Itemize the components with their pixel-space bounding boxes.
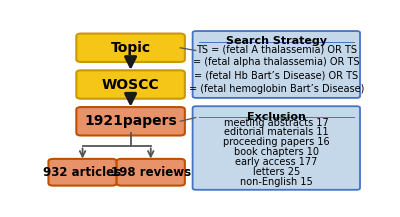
Text: Exclusion: Exclusion: [247, 112, 306, 122]
Text: = (fetal hemoglobin Bart’s Disease): = (fetal hemoglobin Bart’s Disease): [189, 84, 364, 94]
Text: early access 177: early access 177: [235, 157, 318, 167]
Text: Topic: Topic: [110, 41, 151, 55]
FancyBboxPatch shape: [117, 159, 185, 186]
Text: meeting abstracts 17: meeting abstracts 17: [224, 118, 329, 128]
Text: Search Strategy: Search Strategy: [226, 36, 327, 46]
Text: non-English 15: non-English 15: [240, 177, 313, 187]
Text: WOSCC: WOSCC: [102, 77, 160, 92]
Text: proceeding papers 16: proceeding papers 16: [223, 137, 330, 147]
Text: = (fetal alpha thalassemia) OR TS: = (fetal alpha thalassemia) OR TS: [193, 57, 360, 67]
Text: letters 25: letters 25: [253, 167, 300, 177]
Text: 1921papers: 1921papers: [84, 114, 177, 128]
Text: 932 articles: 932 articles: [44, 166, 122, 179]
Text: TS = (fetal A thalassemia) OR TS: TS = (fetal A thalassemia) OR TS: [196, 44, 357, 54]
FancyBboxPatch shape: [76, 70, 185, 99]
Text: book chapters 10: book chapters 10: [234, 147, 319, 157]
Text: 198 reviews: 198 reviews: [111, 166, 191, 179]
FancyBboxPatch shape: [48, 159, 117, 186]
FancyBboxPatch shape: [76, 34, 185, 62]
FancyBboxPatch shape: [193, 31, 360, 98]
FancyBboxPatch shape: [76, 107, 185, 135]
FancyBboxPatch shape: [193, 106, 360, 190]
Text: editorial materials 11: editorial materials 11: [224, 127, 329, 137]
Text: = (fetal Hb Bart’s Disease) OR TS: = (fetal Hb Bart’s Disease) OR TS: [194, 71, 358, 81]
